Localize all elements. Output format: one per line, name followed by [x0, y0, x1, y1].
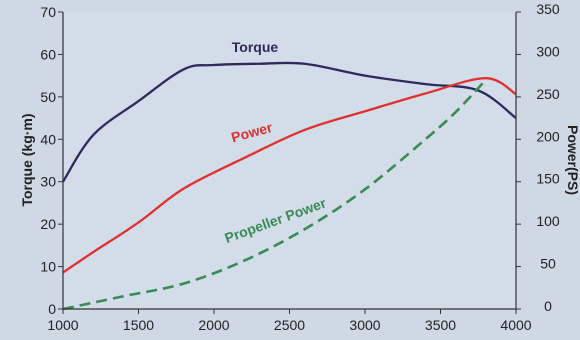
- x-tick-label: 2500: [274, 317, 305, 333]
- series-line-propeller-power: [62, 78, 487, 311]
- y-right-tick-label: 50: [540, 256, 556, 272]
- x-tick-label: 3000: [349, 317, 380, 333]
- y-left-tick-label: 70: [40, 4, 56, 20]
- y-right-tick-label: 300: [536, 43, 560, 59]
- y-right-tick-label: 100: [536, 213, 560, 229]
- y-axis-left-title: Torque (kg·m): [19, 113, 35, 206]
- y-left-tick-label: 50: [40, 89, 56, 105]
- series-line-torque: [62, 61, 517, 183]
- y-right-tick-label: 250: [536, 86, 560, 102]
- x-tick-label: 3500: [425, 317, 456, 333]
- y-left-tick-label: 0: [48, 301, 56, 317]
- y-right-tick-label: 200: [536, 128, 560, 144]
- y-left-tick-label: 40: [40, 131, 56, 147]
- series-line-power: [62, 77, 517, 274]
- y-right-tick-label: 150: [536, 171, 560, 187]
- y-axis-right-title: Power(PS): [565, 125, 580, 195]
- plot-area: [63, 12, 516, 309]
- y-right-tick-label: 0: [544, 298, 552, 314]
- y-left-tick-label: 10: [40, 259, 56, 275]
- x-tick-label: 1000: [47, 317, 78, 333]
- x-tick-label: 4000: [500, 317, 531, 333]
- x-tick-label: 1500: [123, 317, 154, 333]
- y-left-tick-label: 20: [40, 216, 56, 232]
- x-tick-label: 2000: [198, 317, 229, 333]
- series-label-torque: Torque: [232, 39, 279, 55]
- y-right-tick-label: 350: [536, 1, 560, 17]
- y-left-tick-label: 30: [40, 174, 56, 190]
- y-left-tick-label: 60: [40, 46, 56, 62]
